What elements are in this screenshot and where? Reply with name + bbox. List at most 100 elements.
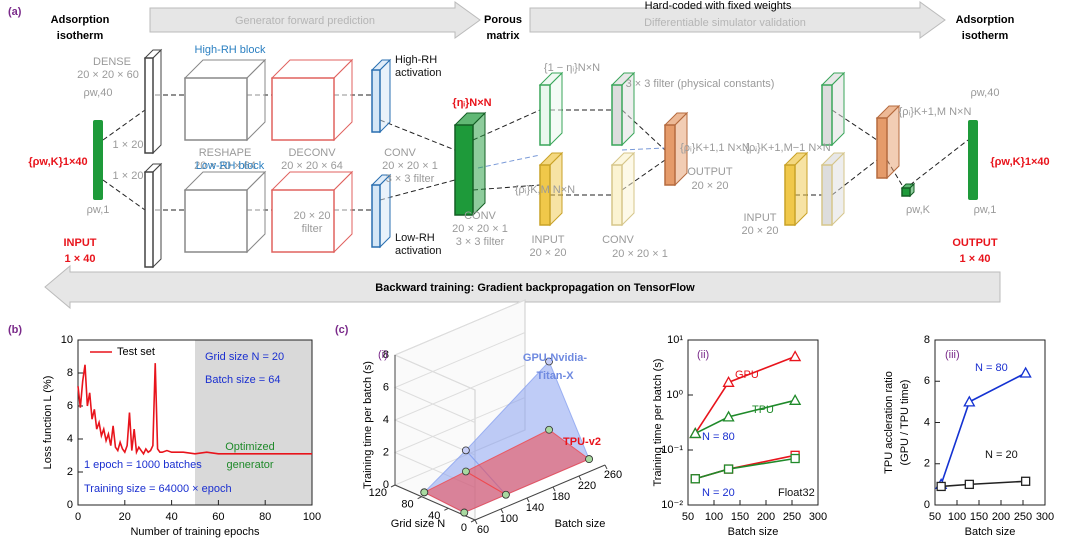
figure: (a) (b) (c) Adsorption isotherm Generato… xyxy=(0,0,1065,539)
connector xyxy=(622,148,665,150)
y-tick xyxy=(391,485,395,487)
marker xyxy=(1021,368,1031,377)
y-tick-label: 6 xyxy=(67,400,73,412)
diagram-label: ρw,1 xyxy=(87,204,110,216)
annotation: N = 80 xyxy=(975,362,1008,374)
annotation: N = 20 xyxy=(702,487,735,499)
block xyxy=(902,188,910,196)
y-tick-label: 8 xyxy=(67,367,73,379)
y-tick-label: 10⁻¹ xyxy=(661,444,683,456)
x-tick-label: 60 xyxy=(477,524,489,536)
diagram-label: 20 × 20 × 1 xyxy=(452,223,508,235)
x-tick-label: 250 xyxy=(1014,511,1032,523)
x-tick-label: 200 xyxy=(992,511,1010,523)
y-tick-label: 8 xyxy=(924,334,930,346)
y-axis-label: Training time per batch (s) xyxy=(652,359,664,487)
marker xyxy=(690,428,700,437)
block xyxy=(455,125,473,215)
point xyxy=(461,509,468,516)
diagram-label: activation xyxy=(395,245,441,257)
panel-label: (a) xyxy=(8,6,22,18)
diagram-label: 20 × 20 × 1 xyxy=(612,248,668,260)
diagram-label: 20 × 20 xyxy=(293,210,330,222)
arrow-label: Generator forward prediction xyxy=(235,15,375,27)
diagram-label: DENSE xyxy=(93,56,131,68)
diagram-label: 20 × 20 × 60 xyxy=(77,69,139,81)
x-axis-label: Batch size xyxy=(965,526,1016,538)
y-tick-label: 4 xyxy=(67,433,73,445)
z-axis-label: Training time per batch (s) xyxy=(362,361,374,489)
x-tick-label: 220 xyxy=(578,480,596,492)
point xyxy=(586,456,593,463)
marker xyxy=(937,482,945,490)
x-axis-label: Batch size xyxy=(728,526,779,538)
annotation: GPU-Nvidia- xyxy=(523,352,588,364)
diagram-label: 3 × 3 filter xyxy=(386,173,435,185)
y-tick-label: 2 xyxy=(924,458,930,470)
diagram-label: activation xyxy=(395,67,441,79)
diagram-label: 20 × 20 xyxy=(691,180,728,192)
block xyxy=(822,165,832,225)
point xyxy=(462,468,469,475)
x-tick-label: 100 xyxy=(500,513,518,525)
diagram-label: OUTPUT xyxy=(952,237,998,249)
x-tick-label: 300 xyxy=(1036,511,1054,523)
x-tick-label: 180 xyxy=(552,491,570,503)
marker xyxy=(965,480,973,488)
block-side xyxy=(380,60,390,132)
marker xyxy=(964,397,974,406)
x-tick-label: 260 xyxy=(604,469,622,481)
block xyxy=(372,185,380,247)
point xyxy=(546,426,553,433)
y-tick-label: 10 xyxy=(61,334,73,346)
x-tick-label: 80 xyxy=(259,511,271,523)
annotation: Training size = 64000 × epoch xyxy=(84,483,232,495)
diagram-label: {ρᵢ}K,M N×N xyxy=(515,184,575,196)
diagram-label: INPUT xyxy=(64,237,97,249)
connector xyxy=(478,155,540,168)
annotation: Grid size N = 20 xyxy=(205,351,284,363)
title: Porous xyxy=(484,14,522,26)
annotation: Batch size = 64 xyxy=(205,374,281,386)
marker xyxy=(790,395,800,404)
diagram-label: 20 × 20 xyxy=(529,247,566,259)
block-side xyxy=(795,153,807,225)
diagram-label: {ηᵢ}N×N xyxy=(452,97,491,109)
block-side xyxy=(887,106,899,178)
y-tick-label: 2 xyxy=(67,466,73,478)
y-axis-label: TPU accleration ratio xyxy=(883,371,895,474)
y-tick-label: 80 xyxy=(401,499,413,511)
diagram-label: ρw,40 xyxy=(84,87,113,99)
annotation: TPU-v2 xyxy=(563,436,601,448)
block-side xyxy=(380,175,390,247)
diagram-label: ρw,K xyxy=(906,204,931,216)
plot-frame xyxy=(688,340,818,505)
annotation: Titan-X xyxy=(536,370,574,382)
x-tick-label: 20 xyxy=(119,511,131,523)
y-tick-label: 10⁻² xyxy=(661,499,683,511)
marker xyxy=(790,352,800,361)
y-tick-label: 10⁰ xyxy=(666,389,683,401)
diagram-label: 20 × 20 × 64 xyxy=(281,160,343,172)
block xyxy=(877,118,887,178)
block xyxy=(612,85,622,145)
annotation: (i) xyxy=(378,349,388,361)
x-axis-label: Number of training epochs xyxy=(130,526,260,538)
marker xyxy=(725,465,733,473)
x-tick-label: 0 xyxy=(75,511,81,523)
diagram-label: ρw,40 xyxy=(971,87,1000,99)
annotation: Float32 xyxy=(778,487,815,499)
x-tick-label: 100 xyxy=(303,511,321,523)
diagram-label: 1 × 40 xyxy=(65,253,96,265)
block xyxy=(612,165,622,225)
diagram-label: RESHAPE xyxy=(199,147,252,159)
x-tick-label: 100 xyxy=(705,511,723,523)
marker xyxy=(1022,477,1030,485)
x-tick-label: 300 xyxy=(809,511,827,523)
title: Adsorption xyxy=(51,14,110,26)
annotation: Optimized xyxy=(225,441,275,453)
x-tick-label: 140 xyxy=(526,502,544,514)
x-tick-label: 100 xyxy=(948,511,966,523)
diagram-label: {ρᵢ}K+1,M N×N xyxy=(899,106,972,118)
block xyxy=(272,78,334,140)
